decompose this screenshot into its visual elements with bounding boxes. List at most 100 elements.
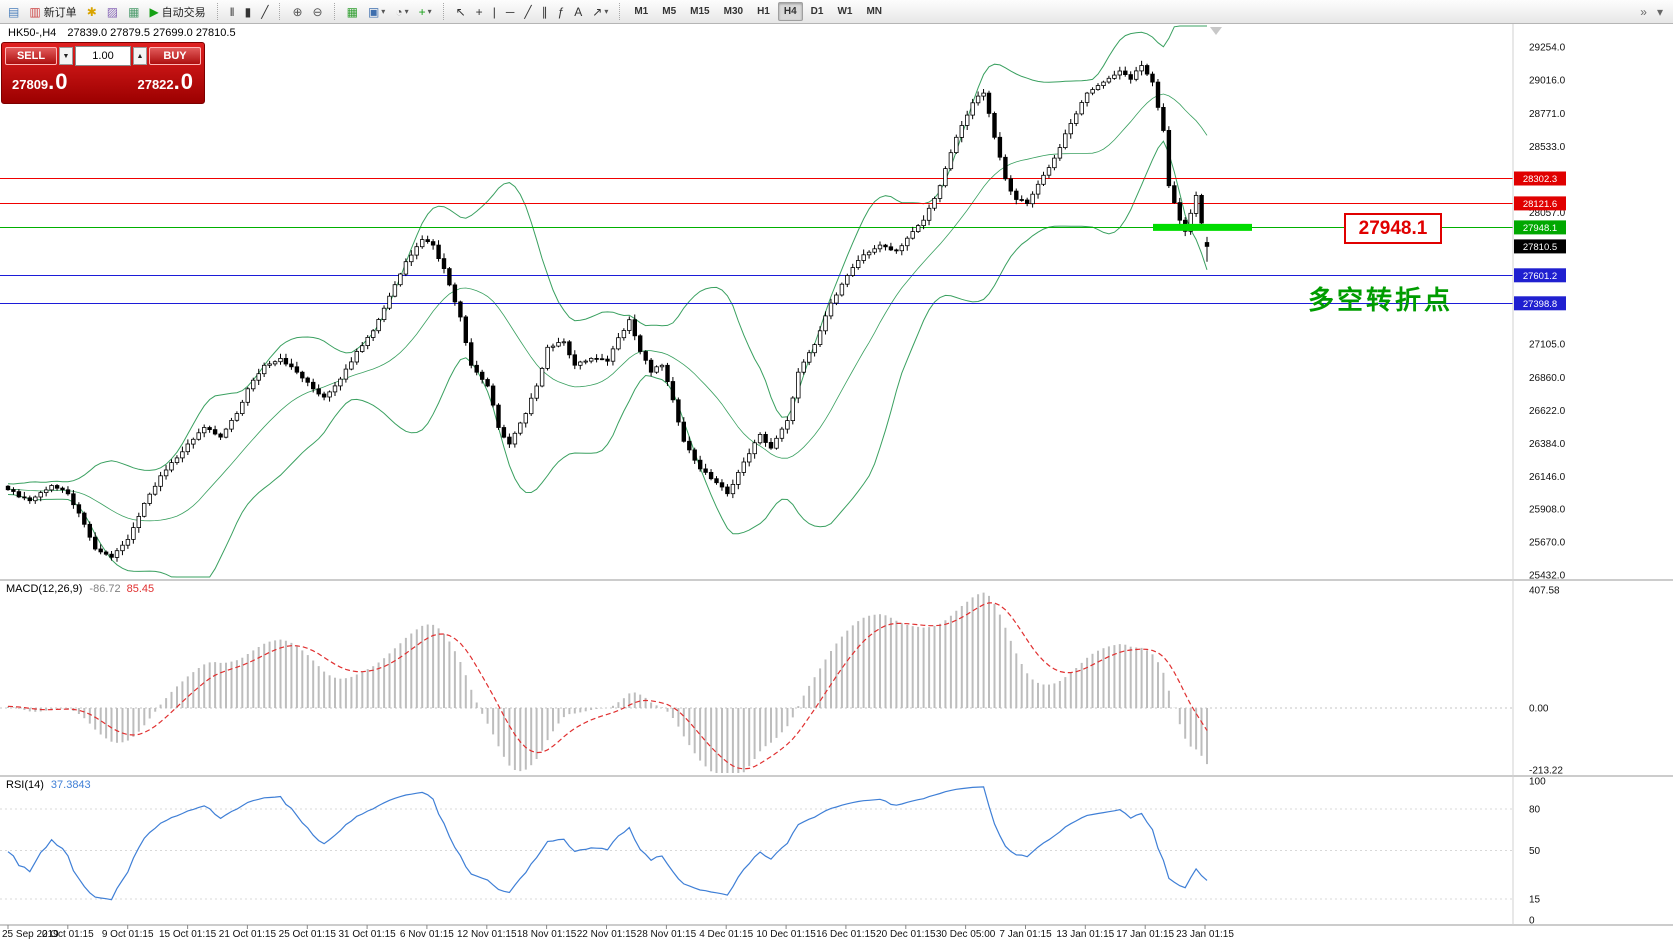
price-axis[interactable]: 29254.0 29016.0 28771.0 28533.0 28057.0 27105… [1529, 43, 1566, 582]
bollinger-bands [7, 25, 1208, 578]
toolbar-separator [333, 3, 339, 20]
time-axis-label: 25 Sep 2019 [2, 929, 59, 940]
price-tag: 28121.6 [1514, 196, 1566, 211]
line-chart-button[interactable]: ╱ [257, 1, 272, 23]
text-tool-icon: A [574, 4, 583, 19]
terminal-icon: ▦ [128, 4, 140, 19]
toolbar-overflow-button[interactable]: » [1636, 1, 1651, 23]
clock-icon: ◔ [395, 4, 403, 19]
price-annotation-box[interactable]: 27948.1 [1344, 213, 1442, 244]
price-tag: 27601.2 [1514, 268, 1566, 283]
horizontal-line-icon: ─ [505, 4, 515, 19]
timeframe-h4-button[interactable]: H4 [777, 2, 803, 21]
volume-decrease-button[interactable]: ▼ [59, 47, 73, 65]
dropdown-arrow-icon: ▾ [381, 7, 386, 16]
time-axis-label: 15 Oct 01:15 [159, 929, 217, 940]
toolbar-separator [619, 3, 624, 20]
profiles-button[interactable]: ▨ [103, 1, 122, 23]
price-axis-label: 26384.0 [1529, 439, 1566, 450]
new-order-button[interactable]: ▥ 新订单 [25, 1, 80, 23]
macd-axis-label: -213.22 [1529, 765, 1563, 776]
buy-price[interactable]: 27822.0 [137, 69, 194, 94]
price-axis-label: 29254.0 [1529, 43, 1566, 54]
time-axis-label: 10 Dec 01:15 [756, 929, 816, 940]
one-click-trading-prices: 27809.0 27822.0 [5, 66, 201, 95]
rsi-axis-label: 0 [1529, 916, 1535, 927]
volume-input[interactable] [75, 46, 131, 66]
timeframe-mn-button[interactable]: MN [866, 6, 883, 17]
rsi-axis-label: 50 [1529, 846, 1541, 857]
vertical-line-button[interactable]: | [489, 1, 500, 23]
new-chart-button[interactable]: ▤ [4, 1, 23, 23]
sell-price[interactable]: 27809.0 [12, 69, 69, 94]
profiles-icon: ▨ [106, 4, 119, 19]
toolbar-separator [442, 3, 448, 20]
buy-button[interactable]: BUY [149, 47, 201, 65]
dropdown-arrow-icon: ▾ [427, 7, 432, 16]
add-indicator-icon: + [418, 4, 426, 19]
timeframe-d1-button[interactable]: D1 [810, 6, 824, 17]
svg-text:27398.8: 27398.8 [1523, 299, 1557, 310]
text-tool-button[interactable]: A [570, 1, 586, 23]
zoom-out-button[interactable]: ⊖ [309, 1, 327, 23]
arrows-tool-button[interactable]: ↗ ▾ [588, 1, 612, 23]
horizontal-line-button[interactable]: ─ [502, 1, 519, 23]
time-axis-label: 12 Nov 01:15 [457, 929, 517, 940]
time-axis-label: 23 Jan 01:15 [1176, 929, 1234, 940]
time-axis-label: 22 Nov 01:15 [577, 929, 637, 940]
timeframe-m5-button[interactable]: M5 [662, 6, 677, 17]
chevron-right-icon: » [1640, 5, 1647, 19]
metaeditor-icon: ✱ [86, 4, 97, 19]
crosshair-button[interactable]: + [472, 1, 487, 23]
time-axis-label: 25 Oct 01:15 [279, 929, 337, 940]
candlestick-icon: ▮ [244, 4, 252, 19]
macd-axis-label: 407.58 [1529, 585, 1560, 596]
price-axis-label: 26146.0 [1529, 472, 1566, 483]
svg-text:27810.5: 27810.5 [1523, 242, 1557, 253]
fibonacci-icon: ƒ [557, 4, 565, 19]
tile-windows-button[interactable]: ▦ [343, 1, 362, 23]
timeframe-w1-button[interactable]: W1 [837, 6, 853, 17]
vertical-line-icon: | [492, 4, 496, 19]
symbol-period-label: HK50-,H4 [8, 27, 57, 39]
price-axis-label: 28057.0 [1529, 208, 1566, 219]
chart-shift-marker[interactable] [1210, 27, 1222, 35]
bar-chart-button[interactable]: ‖ [226, 1, 239, 23]
volume-increase-button[interactable]: ▲ [133, 47, 147, 65]
timeframe-m30-button[interactable]: M30 [723, 6, 744, 17]
fibonacci-button[interactable]: ƒ [554, 1, 569, 23]
timeframe-m15-button[interactable]: M15 [690, 6, 710, 17]
new-window-icon: ▣ [367, 4, 380, 19]
turning-point-annotation[interactable]: 多空转折点 [1308, 286, 1454, 316]
horizontal-level-lines [0, 178, 1513, 304]
indicators-button[interactable]: + ▾ [415, 1, 436, 23]
sell-button[interactable]: SELL [5, 47, 57, 65]
svg-text:27948.1: 27948.1 [1523, 223, 1557, 234]
timeframe-h1-button[interactable]: H1 [757, 6, 770, 17]
terminal-button[interactable]: ▦ [124, 1, 143, 23]
svg-text:28302.3: 28302.3 [1523, 174, 1557, 185]
svg-text:28121.6: 28121.6 [1523, 199, 1557, 210]
rsi-axis-label: 80 [1529, 804, 1541, 815]
trendline-button[interactable]: ╱ [520, 1, 535, 23]
autotrading-play-icon: ▶ [149, 4, 159, 19]
zoom-in-button[interactable]: ⊕ [288, 1, 306, 23]
time-axis-label: 30 Dec 05:00 [936, 929, 996, 940]
autotrading-button[interactable]: ▶ 自动交易 [145, 1, 209, 23]
zoom-out-icon: ⊖ [312, 4, 323, 19]
channel-button[interactable]: ∥ [538, 1, 552, 23]
candlestick-chart-button[interactable]: ▮ [241, 1, 256, 23]
time-axis-label: 20 Dec 01:15 [876, 929, 936, 940]
metaeditor-button[interactable]: ✱ [83, 1, 101, 23]
price-tag: 27948.1 [1514, 220, 1566, 235]
new-order-button-label: 新订单 [43, 6, 77, 19]
new-window-button[interactable]: ▣ ▾ [364, 1, 389, 23]
period-button[interactable]: ◔ ▾ [391, 1, 412, 23]
toolbar-separator [279, 3, 284, 20]
cursor-button[interactable]: ↖ [452, 1, 470, 23]
price-axis-label: 28771.0 [1529, 109, 1566, 120]
toolbar-customize-button[interactable]: ▾ [1653, 1, 1667, 23]
timeframe-m1-button[interactable]: M1 [634, 6, 649, 17]
